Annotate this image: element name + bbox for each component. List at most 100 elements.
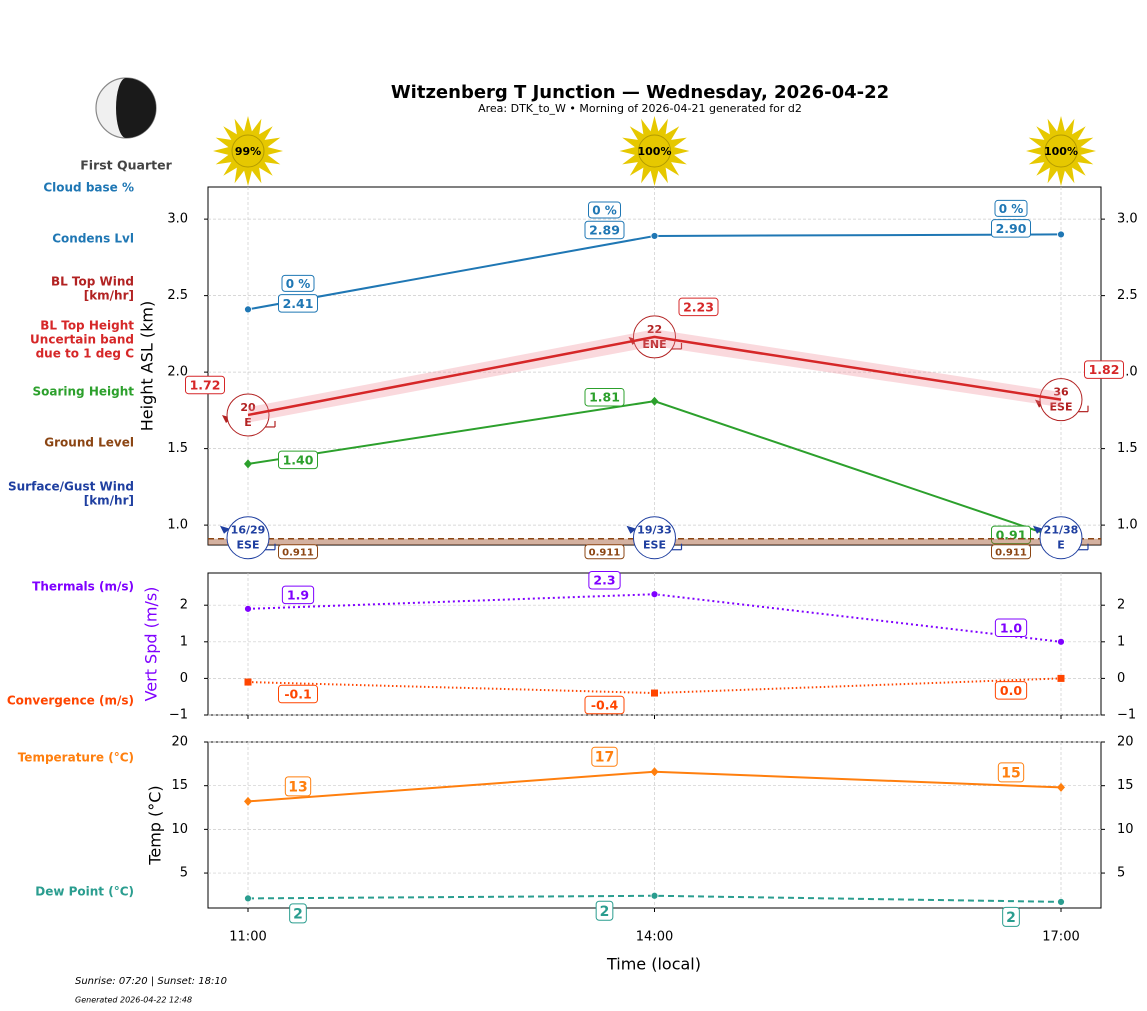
value-label-box	[185, 375, 225, 395]
value-label: 2	[1006, 910, 1016, 926]
y-tick-label: 3.0	[167, 212, 188, 227]
value-label: 1.81	[589, 390, 620, 405]
value-label: 0.911	[589, 548, 621, 559]
point	[244, 678, 252, 686]
value-label: 0.0	[1000, 683, 1022, 698]
value-label-box	[1002, 906, 1020, 927]
moon-phase: First Quarter	[80, 158, 172, 173]
point	[244, 894, 252, 903]
value-label: 0 %	[592, 203, 617, 217]
value-label: 1.72	[190, 377, 221, 392]
value-label: 1.40	[283, 452, 314, 467]
x-tick-label: 17:00	[1042, 930, 1079, 945]
x-tick-label: 11:00	[229, 930, 266, 945]
value-label-box	[584, 544, 625, 560]
y-tick-label-right: 1.5	[1117, 441, 1138, 456]
y-tick-label-right: −1	[1117, 708, 1136, 723]
point	[650, 767, 659, 777]
wind-circle	[1039, 516, 1083, 560]
point	[244, 796, 252, 806]
moon-icon	[95, 77, 157, 139]
point	[650, 396, 659, 406]
footer-sun-times: Sunrise: 07:20 | Sunset: 18:10	[75, 976, 227, 987]
wind-direction: E	[244, 416, 252, 429]
value-label: 1.0	[1000, 620, 1022, 635]
wind-direction: ESE	[237, 539, 260, 552]
series-label: [km/hr]	[84, 494, 134, 508]
y-tick-label-right: 20	[1117, 735, 1134, 750]
value-label-box	[991, 544, 1031, 560]
series-label: Dew Point (°C)	[35, 885, 134, 899]
series-label: BL Top Wind	[51, 275, 134, 289]
series-label: Surface/Gust Wind	[8, 480, 134, 494]
value-label: 2.41	[283, 296, 314, 311]
value-label: 0 %	[286, 277, 311, 291]
value-label-box	[584, 695, 625, 715]
value-label-box	[278, 294, 318, 313]
y-axis-label: Vert Spd (m/s)	[142, 587, 161, 702]
series-label: Condens Lvl	[52, 232, 134, 246]
point	[1057, 897, 1065, 906]
y-tick-label: 0	[180, 671, 188, 686]
y-tick-label: 10	[171, 822, 188, 837]
y-tick-label: 15	[171, 778, 188, 793]
value-label: -0.1	[284, 687, 311, 702]
wind-speed: 20	[240, 401, 256, 414]
value-label-box	[584, 220, 625, 240]
value-label: 13	[288, 779, 307, 795]
series-label: Uncertain band	[30, 333, 134, 347]
point	[244, 305, 252, 314]
y-tick-label-right: 2	[1117, 598, 1125, 613]
y-tick-label: 2.0	[167, 365, 188, 380]
value-label-box	[991, 219, 1031, 238]
series-label: due to 1 deg C	[36, 347, 135, 361]
y-tick-label: 1.5	[167, 441, 188, 456]
chart-title: Witzenberg T Junction — Wednesday, 2026-…	[391, 82, 889, 103]
value-label: 2.89	[589, 222, 620, 237]
y-axis-label: Height ASL (km)	[138, 301, 157, 431]
series-label: BL Top Height	[40, 319, 134, 333]
value-label-box	[284, 776, 312, 797]
value-label: 0.911	[995, 548, 1027, 559]
wind-arrow	[626, 525, 637, 534]
y-tick-label-right: 1.0	[1117, 518, 1138, 533]
series-label: Cloud base %	[43, 181, 134, 195]
value-label-box	[289, 903, 307, 924]
value-label: 17	[595, 750, 614, 766]
y-tick-label-right: 15	[1117, 778, 1134, 793]
y-tick-label: 2.5	[167, 288, 188, 303]
y-tick-label-right: 3.0	[1117, 212, 1138, 227]
value-label-box	[678, 297, 719, 317]
y-tick-label: 1	[180, 634, 188, 649]
chart-subtitle: Area: DTK_to_W • Morning of 2026-04-21 g…	[478, 102, 802, 115]
value-label-box	[994, 681, 1028, 700]
x-tick-label: 14:00	[636, 930, 673, 945]
value-label-box	[281, 585, 315, 605]
sun-disc	[638, 134, 671, 168]
wind-arrow	[1033, 525, 1043, 534]
point	[1057, 782, 1065, 792]
x-axis-label: Time (local)	[606, 955, 701, 974]
value-label: 2.3	[593, 573, 615, 588]
point	[651, 689, 658, 697]
value-label-box	[588, 201, 621, 219]
value-label: 1.9	[287, 587, 309, 602]
series-label: Convergence (m/s)	[7, 694, 134, 708]
wind-circle	[226, 516, 270, 560]
footer-generated: Generated 2026-04-22 12:48	[75, 996, 192, 1005]
value-label-box	[281, 274, 315, 292]
value-label: 2.23	[683, 299, 714, 314]
sun-label: 99%	[235, 145, 261, 158]
y-tick-label: 20	[171, 735, 188, 750]
uncertainty-band	[248, 329, 1061, 423]
value-label-box	[591, 746, 618, 767]
y-axis-label: Temp (°C)	[146, 785, 165, 865]
wind-speed: 16/29	[231, 524, 266, 537]
value-label-box	[994, 199, 1028, 217]
y-tick-label-right: 2.5	[1117, 288, 1138, 303]
wind-direction: ESE	[1050, 401, 1073, 414]
sun-label: 100%	[638, 145, 672, 158]
y-tick-label: 2	[180, 598, 188, 613]
